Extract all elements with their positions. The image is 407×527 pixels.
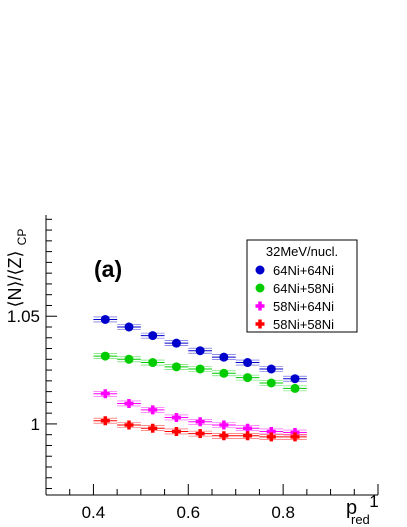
legend-marker	[255, 319, 265, 329]
legend-entry: 58Ni+64Ni	[255, 299, 334, 314]
legend-label: 58Ni+58Ni	[273, 317, 334, 332]
series-64Ni+58Ni	[93, 351, 307, 393]
legend-label: 58Ni+64Ni	[273, 299, 334, 314]
data-point	[148, 331, 158, 341]
data-point	[148, 358, 158, 368]
axes: 0.4 0.6 0.81 11.05	[7, 215, 379, 522]
x-axis-title: p red	[346, 497, 370, 527]
legend-label: 64Ni+64Ni	[273, 263, 334, 278]
y-tick-label: 1	[31, 415, 40, 434]
data-point	[100, 389, 110, 399]
data-point	[171, 362, 181, 372]
data-point	[195, 429, 205, 439]
data-point	[266, 364, 276, 374]
y-axis-title-subscript: CP	[15, 229, 29, 246]
legend-title: 32MeV/nucl.	[266, 244, 338, 259]
y-axis-title: ⟨N⟩/⟨Z⟩ CP	[5, 229, 29, 308]
data-point	[124, 398, 134, 408]
x-tick-label: 0.8	[271, 503, 295, 522]
data-point	[243, 373, 253, 383]
legend-entry: 58Ni+58Ni	[255, 317, 334, 332]
data-point	[195, 346, 205, 356]
y-axis-title-main: ⟨N⟩/⟨Z⟩	[5, 250, 25, 307]
data-point	[243, 358, 253, 368]
data-point	[243, 431, 253, 441]
series-58Ni+58Ni	[93, 416, 307, 442]
data-point	[100, 416, 110, 426]
y-ticks: 11.05	[7, 218, 57, 490]
data-point	[243, 423, 253, 433]
panel-label: (a)	[94, 256, 122, 282]
data-point	[124, 322, 134, 332]
data-point	[290, 432, 300, 442]
data-point	[124, 420, 134, 430]
x-tick-label: 0.4	[82, 503, 106, 522]
data-point	[195, 364, 205, 374]
x-tick-label: 1	[369, 492, 378, 511]
data-point	[290, 374, 300, 384]
data-point	[171, 412, 181, 422]
data-point	[100, 351, 110, 361]
legend-marker	[255, 265, 265, 275]
x-axis-title-subscript: red	[351, 512, 370, 527]
data-point	[195, 417, 205, 427]
data-point	[219, 352, 229, 362]
data-point	[148, 423, 158, 433]
data-point	[290, 383, 300, 393]
x-ticks: 0.4 0.6 0.8 1	[45, 484, 379, 522]
legend-label: 64Ni+58Ni	[273, 281, 334, 296]
series-layer	[93, 314, 307, 442]
legend-marker	[255, 301, 265, 311]
x-tick-label: 0.6	[176, 503, 200, 522]
legend-entry: 64Ni+64Ni	[255, 263, 334, 278]
data-point	[219, 431, 229, 441]
data-point	[266, 432, 276, 442]
data-point	[100, 314, 110, 324]
legend-marker	[255, 283, 265, 293]
data-point	[219, 368, 229, 378]
y-tick-label: 1.05	[7, 307, 40, 326]
data-point	[171, 338, 181, 348]
series-64Ni+64Ni	[93, 314, 307, 384]
legend-box	[246, 239, 358, 333]
legend-entries: 64Ni+64Ni 64Ni+58Ni 58Ni+64Ni 58Ni+58Ni	[255, 263, 334, 332]
series-58Ni+64Ni	[93, 389, 307, 438]
data-point	[171, 426, 181, 436]
x-axis-title-main: p	[346, 497, 357, 519]
data-point	[124, 354, 134, 364]
data-point	[148, 405, 158, 415]
data-point	[266, 378, 276, 388]
legend-entry: 64Ni+58Ni	[255, 281, 334, 296]
data-point	[219, 420, 229, 430]
legend: 32MeV/nucl. 64Ni+64Ni 64Ni+58Ni 58Ni+64Ni 5…	[246, 239, 358, 333]
